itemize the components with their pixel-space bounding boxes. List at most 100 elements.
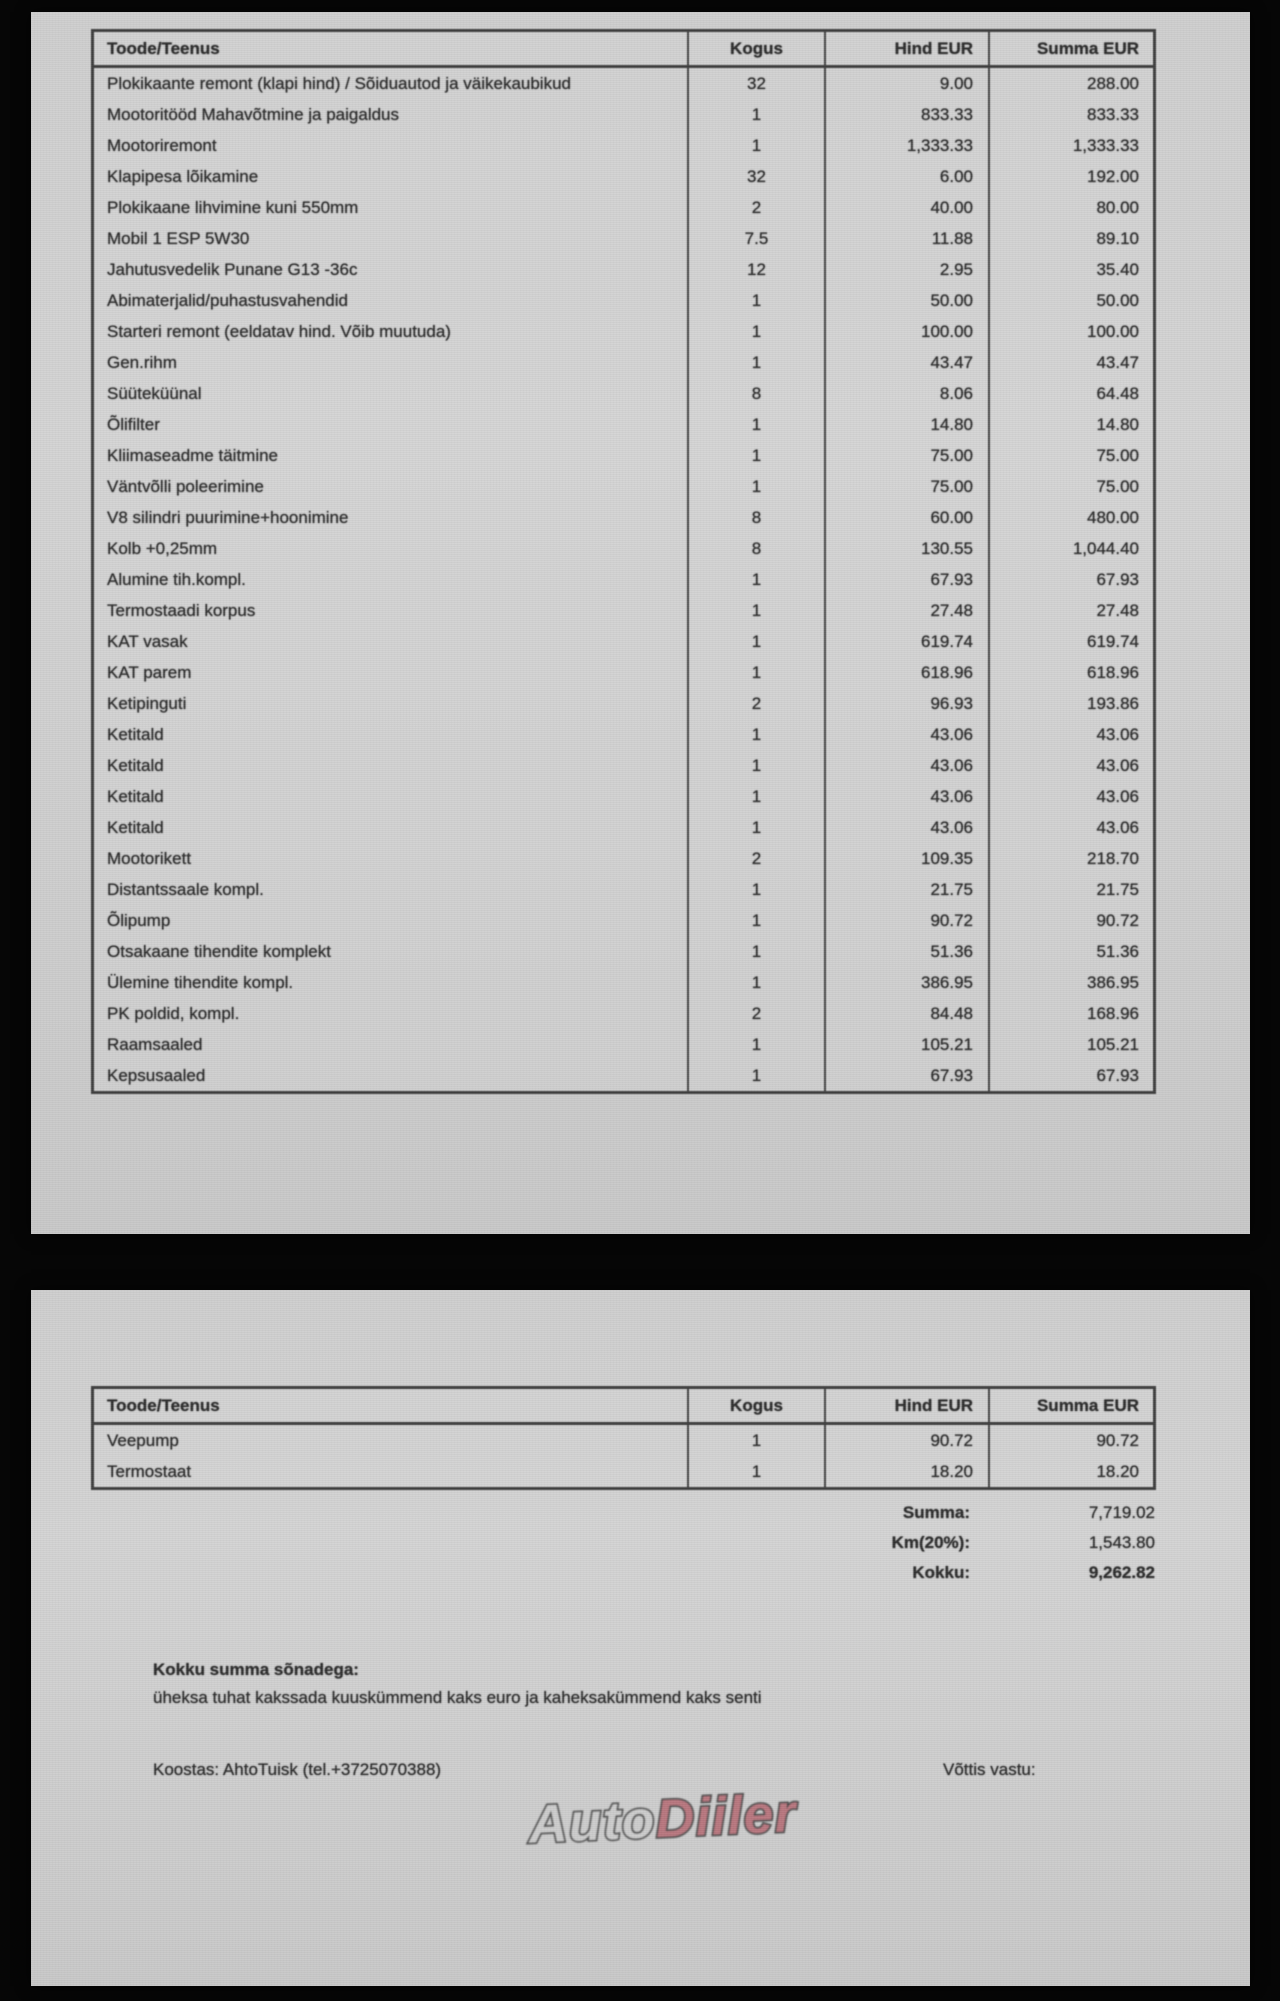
item-qty: 1	[687, 1029, 824, 1060]
table-row: Abimaterjalid/puhastusvahendid 1 50.00 50.0…	[94, 285, 1153, 316]
item-qty: 32	[687, 68, 824, 99]
item-sum: 14.80	[988, 409, 1153, 440]
item-sum: 386.95	[988, 967, 1153, 998]
item-sum: 168.96	[988, 998, 1153, 1029]
item-price: 109.35	[824, 843, 988, 874]
item-name: Õlipump	[107, 910, 171, 930]
item-name: Süüteküünal	[107, 383, 202, 403]
amount-in-words-text: üheksa tuhat kakssada kuuskümmend kaks e…	[153, 1688, 762, 1707]
item-qty: 1	[687, 1425, 824, 1456]
totals-block: Summa: 7,719.02 Km(20%): 1,543.80 Kokku:…	[760, 1498, 1155, 1588]
subtotal-value: 7,719.02	[1088, 1503, 1155, 1522]
item-qty: 8	[687, 378, 824, 409]
column-header: Toode/Teenus	[107, 1395, 220, 1415]
item-name: Ketipinguti	[107, 693, 187, 713]
item-qty: 1	[687, 130, 824, 161]
grand-total-value: 9,262.82	[1088, 1563, 1155, 1582]
item-price: 100.00	[824, 316, 988, 347]
logo-diiler-text: Diiler	[652, 1782, 799, 1851]
item-qty: 1	[687, 781, 824, 812]
table-row: Veepump 1 90.72 90.72	[94, 1425, 1153, 1456]
item-sum: 75.00	[988, 440, 1153, 471]
item-qty: 2	[687, 843, 824, 874]
table-row: Raamsaaled 1 105.21 105.21	[94, 1029, 1153, 1060]
item-sum: 90.72	[988, 1425, 1153, 1456]
received-by-line: Võttis vastu:	[943, 1760, 1036, 1779]
item-price: 43.06	[824, 719, 988, 750]
item-qty: 1	[687, 471, 824, 502]
item-name: Ketitald	[107, 817, 164, 837]
item-name: Ketitald	[107, 786, 164, 806]
item-name: Raamsaaled	[107, 1034, 203, 1054]
column-header: Kogus	[687, 1389, 824, 1422]
table-row: Mootoriremont 1 1,333.33 1,333.33	[94, 130, 1153, 161]
item-price: 51.36	[824, 936, 988, 967]
column-header: Summa EUR	[988, 1389, 1153, 1422]
table-row: Kolb +0,25mm 8 130.55 1,044.40	[94, 533, 1153, 564]
item-sum: 619.74	[988, 626, 1153, 657]
totals-row-grand-total: Kokku: 9,262.82	[760, 1558, 1155, 1588]
item-sum: 50.00	[988, 285, 1153, 316]
totals-row-vat: Km(20%): 1,543.80	[760, 1528, 1155, 1558]
item-price: 67.93	[824, 564, 988, 595]
item-name: Ülemine tihendite kompl.	[107, 972, 294, 992]
item-qty: 2	[687, 192, 824, 223]
item-price: 60.00	[824, 502, 988, 533]
item-qty: 2	[687, 688, 824, 719]
item-price: 21.75	[824, 874, 988, 905]
table-row: Kliimaseadme täitmine 1 75.00 75.00	[94, 440, 1153, 471]
item-price: 43.47	[824, 347, 988, 378]
item-price: 18.20	[824, 1456, 988, 1487]
item-name: Starteri remont (eeldatav hind. Võib muu…	[107, 321, 451, 341]
table-row: PK poldid, kompl. 2 84.48 168.96	[94, 998, 1153, 1029]
item-qty: 1	[687, 750, 824, 781]
item-name: Alumine tih.kompl.	[107, 569, 246, 589]
table-row: Distantssaale kompl. 1 21.75 21.75	[94, 874, 1153, 905]
item-qty: 1	[687, 657, 824, 688]
grand-total-label: Kokku:	[912, 1563, 970, 1582]
item-name: Õlifilter	[107, 414, 160, 434]
item-sum: 89.10	[988, 223, 1153, 254]
item-sum: 288.00	[988, 68, 1153, 99]
item-name: Ketitald	[107, 724, 164, 744]
item-sum: 43.47	[988, 347, 1153, 378]
table-row: Gen.rihm 1 43.47 43.47	[94, 347, 1153, 378]
item-price: 43.06	[824, 812, 988, 843]
item-sum: 43.06	[988, 719, 1153, 750]
invoice-page-2-content: Toode/Teenus Kogus Hind EUR Summa EUR Veepum…	[31, 1290, 1250, 1986]
vat-value: 1,543.80	[1088, 1533, 1155, 1552]
item-name: Kolb +0,25mm	[107, 538, 218, 558]
item-qty: 1	[687, 347, 824, 378]
autodiiler-watermark-logo: AutoDiiler	[525, 1782, 799, 1857]
table-row: Mootoritööd Mahavõtmine ja paigaldus 1 833…	[94, 99, 1153, 130]
item-qty: 1	[687, 936, 824, 967]
table-row: Mobil 1 ESP 5W30 7.5 11.88 89.10	[94, 223, 1153, 254]
table-row: Väntvõlli poleerimine 1 75.00 75.00	[94, 471, 1153, 502]
table-row: Plokikaane lihvimine kuni 550mm 2 40.00 80.…	[94, 192, 1153, 223]
table-row: Kepsusaaled 1 67.93 67.93	[94, 1060, 1153, 1091]
item-price: 43.06	[824, 750, 988, 781]
item-name: Gen.rihm	[107, 352, 177, 372]
item-sum: 480.00	[988, 502, 1153, 533]
item-qty: 1	[687, 595, 824, 626]
item-qty: 7.5	[687, 223, 824, 254]
item-price: 90.72	[824, 905, 988, 936]
item-price: 75.00	[824, 440, 988, 471]
item-price: 6.00	[824, 161, 988, 192]
logo-auto-text: Auto	[525, 1788, 657, 1856]
item-name: Väntvõlli poleerimine	[107, 476, 264, 496]
table-row: Ketipinguti 2 96.93 193.86	[94, 688, 1153, 719]
prepared-by-line: Koostas: AhtoTuisk (tel.+3725070388)	[153, 1760, 442, 1779]
table-row: Süüteküünal 8 8.06 64.48	[94, 378, 1153, 409]
item-sum: 43.06	[988, 781, 1153, 812]
item-sum: 64.48	[988, 378, 1153, 409]
item-price: 8.06	[824, 378, 988, 409]
item-qty: 8	[687, 502, 824, 533]
table-header-row: Toode/Teenus Kogus Hind EUR Summa EUR	[94, 32, 1153, 68]
table-row: Jahutusvedelik Punane G13 -36c 12 2.95 35.4…	[94, 254, 1153, 285]
item-qty: 1	[687, 812, 824, 843]
item-qty: 1	[687, 316, 824, 347]
item-qty: 1	[687, 967, 824, 998]
item-qty: 1	[687, 1060, 824, 1091]
table-row: Ketitald 1 43.06 43.06	[94, 781, 1153, 812]
